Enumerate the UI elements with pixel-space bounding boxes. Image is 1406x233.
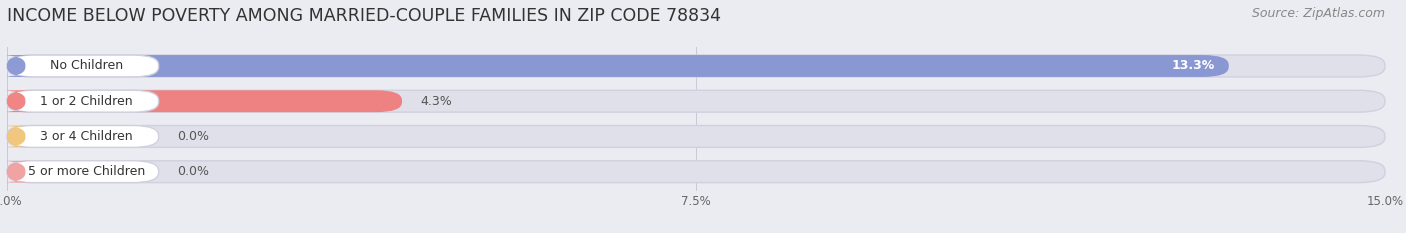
Text: 4.3%: 4.3%: [420, 95, 453, 108]
FancyBboxPatch shape: [7, 55, 1229, 77]
Text: 3 or 4 Children: 3 or 4 Children: [41, 130, 132, 143]
FancyBboxPatch shape: [0, 90, 32, 112]
FancyBboxPatch shape: [7, 126, 159, 147]
Text: 0.0%: 0.0%: [177, 165, 209, 178]
Text: 13.3%: 13.3%: [1171, 59, 1215, 72]
FancyBboxPatch shape: [7, 90, 402, 112]
FancyBboxPatch shape: [0, 161, 32, 183]
FancyBboxPatch shape: [7, 161, 159, 183]
FancyBboxPatch shape: [0, 126, 32, 147]
FancyBboxPatch shape: [7, 90, 1385, 112]
FancyBboxPatch shape: [7, 55, 159, 77]
Text: INCOME BELOW POVERTY AMONG MARRIED-COUPLE FAMILIES IN ZIP CODE 78834: INCOME BELOW POVERTY AMONG MARRIED-COUPL…: [7, 7, 721, 25]
FancyBboxPatch shape: [7, 126, 1385, 147]
FancyBboxPatch shape: [7, 55, 1385, 77]
FancyBboxPatch shape: [7, 161, 1385, 183]
Text: 5 or more Children: 5 or more Children: [28, 165, 145, 178]
Text: No Children: No Children: [51, 59, 124, 72]
FancyBboxPatch shape: [0, 55, 32, 77]
FancyBboxPatch shape: [7, 90, 159, 112]
Text: 0.0%: 0.0%: [177, 130, 209, 143]
Text: Source: ZipAtlas.com: Source: ZipAtlas.com: [1251, 7, 1385, 20]
Text: 1 or 2 Children: 1 or 2 Children: [41, 95, 132, 108]
